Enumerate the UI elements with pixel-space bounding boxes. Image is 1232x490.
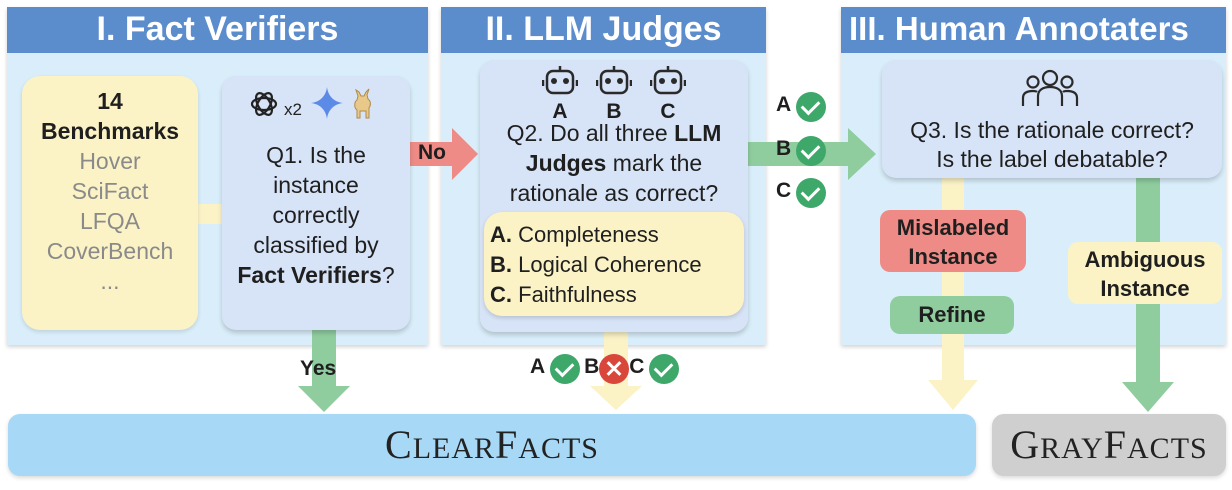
check-row: A xyxy=(776,92,826,122)
check-icon xyxy=(796,178,826,208)
check-icon xyxy=(796,92,826,122)
judge-b: B xyxy=(595,64,633,123)
cross-icon xyxy=(599,354,630,384)
q3-card: Q3. Is the rationale correct? Is the lab… xyxy=(882,60,1222,178)
check-row: C xyxy=(776,178,826,208)
judge-c: C xyxy=(649,64,687,123)
mislabeled-down-arrow xyxy=(928,178,978,410)
fact-verifier-logos: x2 xyxy=(248,86,388,122)
check-icon xyxy=(648,354,679,384)
check-icon xyxy=(549,354,580,384)
model-multiplier: x2 xyxy=(284,100,302,119)
all-pass-checks: A B C xyxy=(776,92,836,216)
criterion: B. Logical Coherence xyxy=(490,252,702,277)
q1-suffix: ? xyxy=(381,262,395,288)
check-icon xyxy=(796,136,826,166)
benchmarks-card: 14 Benchmarks Hover SciFact LFQA CoverBe… xyxy=(22,76,198,330)
no-label: No xyxy=(418,141,446,164)
ambiguous-tag: Ambiguous Instance xyxy=(1068,242,1222,304)
q1-card: x2 Q1. Is the instance correctly classif… xyxy=(222,76,410,330)
q2-card: A B C Q2. Do all three LLM Judges mark t… xyxy=(480,60,748,332)
clearfacts-label: CLEARFACTS xyxy=(385,422,599,467)
refine-tag: Refine xyxy=(890,296,1014,334)
judges-row: A B C xyxy=(536,64,696,123)
q2-suffix: mark the rationale as correct? xyxy=(509,150,719,206)
judge-label: C xyxy=(660,100,676,123)
mislabeled-tag: Mislabeled Instance xyxy=(880,210,1026,272)
q2-prefix: Q2. Do all three xyxy=(506,120,668,146)
benchmarks-count: 14 xyxy=(97,88,123,114)
robot-icon xyxy=(649,66,687,95)
fact-verifiers-header: I. Fact Verifiers xyxy=(7,7,428,53)
yes-arrow xyxy=(298,330,350,412)
q2-bold: LLM Judges xyxy=(525,120,722,176)
judge-label: A xyxy=(552,100,568,123)
grayfacts-bar: GRAYFACTS xyxy=(992,414,1226,476)
yes-label: Yes xyxy=(300,357,337,380)
criteria-box: A. Completeness B. Logical Coherence C. … xyxy=(484,212,744,316)
gemini-icon xyxy=(311,87,343,119)
criterion: A. Completeness xyxy=(490,222,659,247)
benchmark-item: Hover xyxy=(79,148,141,174)
benchmarks-title: Benchmarks xyxy=(40,118,180,144)
benchmark-item: LFQA xyxy=(79,208,141,234)
q3-line2: Is the label debatable? xyxy=(936,146,1168,172)
grayfacts-label: GRAYFACTS xyxy=(1010,422,1208,467)
robot-icon xyxy=(541,66,579,95)
human-annotaters-header: III. Human Annotaters xyxy=(841,7,1226,53)
benchmark-item: CoverBench xyxy=(46,238,174,264)
judge-label: B xyxy=(606,100,622,123)
llama-icon xyxy=(354,88,371,119)
check-row: B xyxy=(776,136,826,166)
llm-judges-header: II. LLM Judges xyxy=(441,7,766,53)
judge-a: A xyxy=(541,64,579,123)
q1-bold: Fact Verifiers xyxy=(237,262,382,288)
openai-icon xyxy=(250,92,278,116)
group-icon xyxy=(1021,69,1079,106)
q2-text: Q2. Do all three LLM Judges mark the rat… xyxy=(486,118,742,208)
clearfacts-bar: CLEARFACTS xyxy=(8,414,976,476)
q1-text: Q1. Is the instance correctly classified… xyxy=(228,140,404,290)
benchmark-item: ... xyxy=(100,268,120,294)
benchmarks-connector xyxy=(196,204,224,224)
no-arrow xyxy=(408,128,478,180)
q1-prefix: Q1. Is the instance correctly classified… xyxy=(253,142,379,258)
q3-line1: Q3. Is the rationale correct? xyxy=(910,117,1194,143)
robot-icon xyxy=(595,66,633,95)
criterion: C. Faithfulness xyxy=(490,282,637,307)
benchmark-item: SciFact xyxy=(71,178,149,204)
